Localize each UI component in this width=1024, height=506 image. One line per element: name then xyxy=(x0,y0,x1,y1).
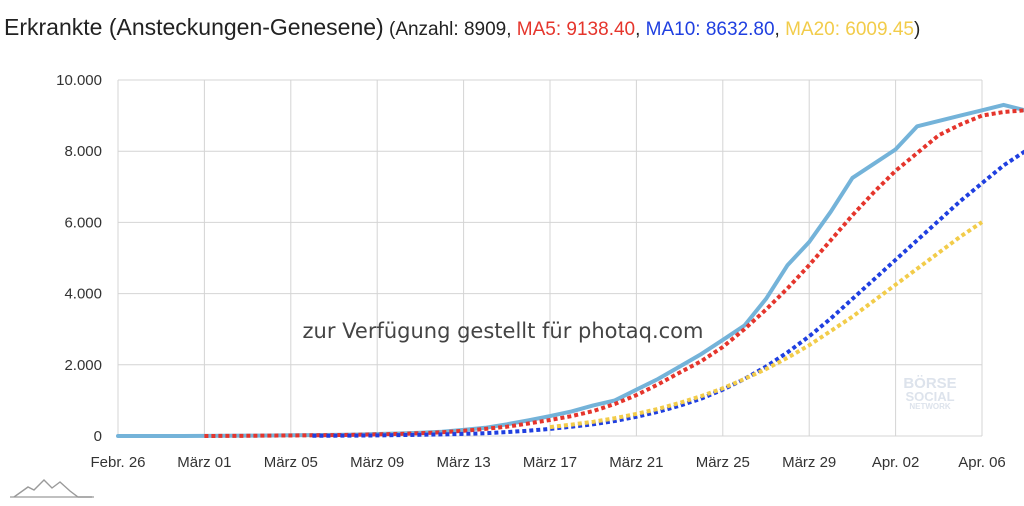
title-ma10: MA10: 8632.80 xyxy=(645,19,775,40)
watermark-text: zur Verfügung gestellt für photaq.com xyxy=(303,319,704,343)
title-ma20: MA20: 6009.45 xyxy=(785,19,914,40)
x-tick-label: März 21 xyxy=(609,454,663,471)
x-tick-label: März 05 xyxy=(264,454,318,471)
x-tick-label: März 01 xyxy=(177,454,231,471)
title-close: ) xyxy=(913,19,921,40)
series-line-ma5 xyxy=(204,108,1024,438)
series-line-ma20 xyxy=(549,220,984,430)
series-line-ma10 xyxy=(312,149,1024,438)
y-tick-label: 10.000 xyxy=(56,72,102,89)
y-tick-label: 2.000 xyxy=(64,357,102,374)
y-tick-label: 6.000 xyxy=(64,214,102,231)
x-tick-label: März 17 xyxy=(523,454,577,471)
y-tick-label: 0 xyxy=(94,428,102,445)
series-line-anzahl xyxy=(116,102,1024,438)
title-open: ( xyxy=(383,19,396,40)
chart-title: Erkrankte (Ansteckungen-Genesene) (Anzah… xyxy=(4,14,920,41)
title-sep-1: , xyxy=(506,19,517,40)
grid-lines xyxy=(117,79,983,437)
x-tick-label: Apr. 06 xyxy=(958,454,1006,471)
x-tick-label: Febr. 26 xyxy=(90,454,145,471)
x-axis-ticks: Febr. 26 März 01 März 05 März 09 März 13 März… xyxy=(90,454,1005,471)
title-sep-3: , xyxy=(774,19,786,40)
x-tick-label: März 25 xyxy=(696,454,750,471)
boerse-social-network-logo: BÖRSE SOCIAL NETWORK xyxy=(903,375,956,411)
title-anzahl: Anzahl: 8909 xyxy=(395,19,507,40)
title-ma5: MA5: 9138.40 xyxy=(516,19,636,40)
x-tick-label: März 09 xyxy=(350,454,404,471)
y-tick-label: 8.000 xyxy=(64,143,102,160)
y-tick-label: 4.000 xyxy=(64,286,102,303)
mountain-logo-icon xyxy=(10,479,94,498)
series-lines xyxy=(116,102,1024,438)
y-axis-ticks: 0 2.000 4.000 6.000 8.000 10.000 xyxy=(56,72,102,445)
logo-line-1: BÖRSE xyxy=(903,375,956,392)
x-tick-label: März 13 xyxy=(437,454,491,471)
logo-line-2: SOCIAL xyxy=(905,389,954,404)
title-sep-2: , xyxy=(635,19,646,40)
x-tick-label: Apr. 02 xyxy=(872,454,920,471)
logo-line-3: NETWORK xyxy=(909,402,951,411)
title-main: Erkrankte (Ansteckungen-Genesene) xyxy=(4,14,384,40)
x-tick-label: März 29 xyxy=(782,454,836,471)
